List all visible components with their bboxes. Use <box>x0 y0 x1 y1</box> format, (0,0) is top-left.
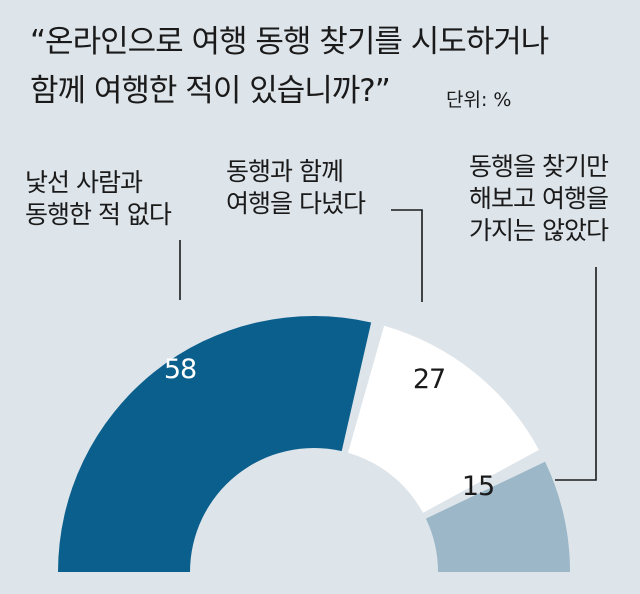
chart-title-line-1: “온라인으로 여행 동행 찾기를 시도하거나 <box>30 24 549 60</box>
donut-segments <box>58 315 570 572</box>
value-label-3: 15 <box>462 471 494 502</box>
unit-label: 단위: % <box>446 89 511 111</box>
category-label-line: 동행을 찾기만 <box>469 152 609 181</box>
value-labels: 58 27 15 <box>164 354 495 502</box>
category-label-line: 여행을 다녔다 <box>226 189 366 218</box>
category-label-line: 낯선 사람과 <box>25 168 143 197</box>
category-label-line: 동행과 함께 <box>226 157 343 186</box>
value-label-2: 27 <box>413 364 445 395</box>
leader-line-3 <box>555 267 597 481</box>
leader-lines <box>179 209 597 481</box>
leader-line-2 <box>391 209 423 302</box>
value-label-1: 58 <box>164 354 196 385</box>
category-label-line: 해보고 여행을 <box>469 184 608 213</box>
category-label-line: 가지는 않았다 <box>469 216 609 245</box>
donut-segment-2 <box>347 325 539 513</box>
category-label-line: 동행한 적 없다 <box>25 200 172 229</box>
donut-segment-3 <box>425 461 570 572</box>
donut-segment-1 <box>58 315 372 572</box>
chart-title-line-2: 함께 여행한 적이 있습니까?” <box>30 73 390 109</box>
